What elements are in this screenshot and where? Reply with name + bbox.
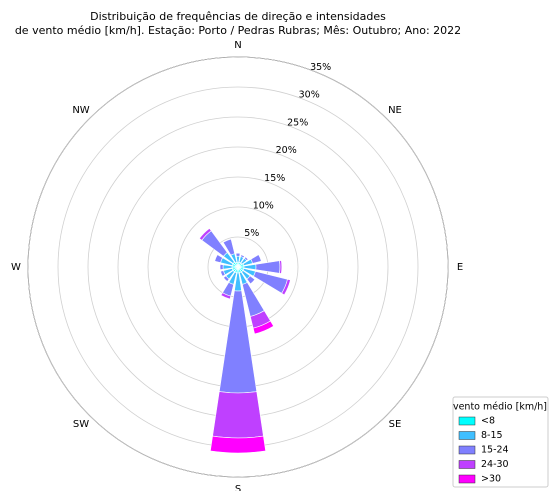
direction-label: SE [389,419,402,430]
bar-segment [240,254,245,259]
grid-ring [27,56,449,478]
r-tick-label: 10% [253,201,274,212]
chart-title: Distribuição de frequências de direção e… [90,10,386,23]
bar-segment [279,260,283,274]
legend-title: vento médio [km/h] [453,402,547,413]
bar-segment [255,260,281,274]
bar-segment [222,238,236,256]
r-tick-label: 5% [244,228,259,239]
bar-segment [246,275,256,285]
legend-label: 8-15 [481,430,503,441]
direction-label: SW [73,419,89,430]
bar-segment [223,275,230,282]
bar-segment [220,292,232,300]
legend-swatch [458,474,476,484]
direction-label: N [234,40,241,51]
bar-segment [212,391,264,439]
plot-area: N NE E SE S SW W NW 5% 10% 15% 20% 25% 30% 35% [11,40,463,495]
bar-segment [250,254,262,264]
r-tick-label: 30% [299,90,320,101]
legend-frame [452,396,549,488]
legend-swatch [458,431,476,440]
legend-swatch [458,416,476,426]
direction-label: NE [388,105,402,116]
direction-label: E [457,262,463,273]
bar-segment [241,282,265,317]
bar-segment [243,256,249,262]
r-tick-label: 20% [276,145,297,156]
bar-segment [252,320,275,335]
bar-segment [253,270,288,294]
legend-label: >30 [481,474,501,485]
bar-segment [235,252,241,257]
bar-segment [198,227,212,241]
bar-segment [219,263,224,271]
legend-swatch [458,460,476,469]
direction-label: W [11,262,21,273]
legend-label: 15-24 [481,445,509,456]
bar-segment [210,435,266,454]
bar-segment [281,278,291,296]
direction-label: S [235,484,241,491]
legend-label: <8 [481,416,495,427]
bar-segment [214,254,223,264]
r-tick-label: 35% [310,62,331,73]
legend-swatch [458,445,476,455]
r-tick-label: 25% [287,117,308,128]
bar-segment [220,270,226,277]
r-tick-label: 15% [264,173,285,184]
direction-label: NW [72,105,89,116]
legend: vento médio [km/h] <8 8-15 15-24 24-30 >30 [452,396,549,488]
chart-subtitle: de vento médio [km/h]. Estação: Porto / … [15,24,461,37]
legend-label: 24-30 [481,459,509,470]
